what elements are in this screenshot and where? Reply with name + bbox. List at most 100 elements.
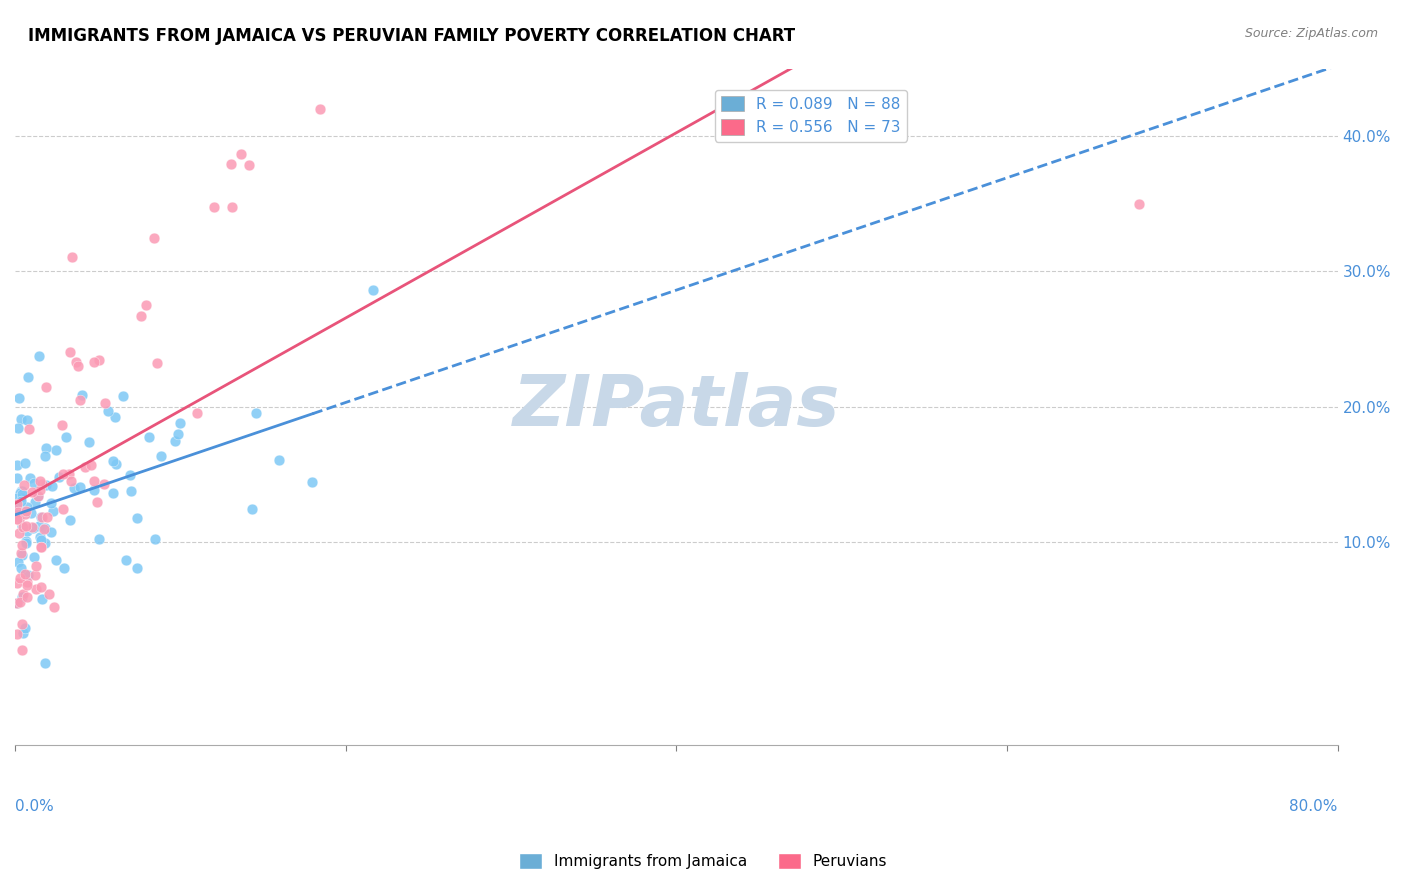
Point	[143, 532, 166, 546]
Point	[97, 404, 120, 418]
Point	[15, 524, 38, 539]
Point	[14, 621, 37, 635]
Point	[267, 453, 290, 467]
Point	[7, 421, 30, 435]
Text: ZIPatlas: ZIPatlas	[513, 372, 839, 441]
Point	[111, 389, 134, 403]
Point	[11, 537, 34, 551]
Text: 0.0%: 0.0%	[15, 798, 53, 814]
Point	[93, 396, 115, 410]
Point	[8, 526, 31, 541]
Text: IMMIGRANTS FROM JAMAICA VS PERUVIAN FAMILY POVERTY CORRELATION CHART: IMMIGRANTS FROM JAMAICA VS PERUVIAN FAMI…	[28, 27, 796, 45]
Point	[6, 596, 28, 610]
Point	[10, 412, 32, 426]
Point	[14, 457, 37, 471]
Point	[103, 410, 125, 425]
Point	[163, 434, 186, 449]
Point	[10, 643, 32, 657]
Point	[35, 380, 58, 394]
Point	[30, 474, 52, 488]
Point	[28, 530, 51, 544]
Point	[30, 541, 52, 555]
Point	[10, 617, 32, 632]
Point	[24, 582, 46, 597]
Point	[48, 470, 70, 484]
Point	[63, 481, 86, 495]
Point	[6, 501, 28, 516]
Point	[10, 546, 32, 560]
Point	[229, 147, 252, 161]
Point	[79, 434, 101, 449]
Point	[6, 596, 28, 610]
Point	[6, 627, 28, 641]
Point	[6, 507, 28, 521]
Point	[59, 474, 82, 488]
Point	[83, 355, 105, 369]
Point	[10, 561, 32, 575]
Point	[28, 483, 51, 497]
Point	[10, 518, 32, 533]
Point	[15, 519, 38, 533]
Point	[8, 595, 31, 609]
Point	[69, 393, 91, 408]
Point	[17, 369, 39, 384]
Point	[44, 599, 66, 614]
Point	[103, 486, 125, 500]
Point	[15, 590, 38, 604]
Point	[11, 591, 34, 605]
Point	[59, 345, 82, 359]
Point	[15, 504, 38, 518]
Point	[238, 158, 260, 172]
Point	[27, 489, 49, 503]
Point	[89, 533, 111, 547]
Point	[103, 454, 125, 468]
Point	[8, 486, 31, 500]
Point	[361, 283, 384, 297]
Point	[10, 490, 32, 504]
Point	[18, 471, 41, 485]
Point	[8, 571, 31, 585]
Point	[7, 555, 30, 569]
Point	[93, 477, 115, 491]
Point	[30, 540, 52, 554]
Point	[120, 483, 142, 498]
Point	[6, 491, 28, 506]
Point	[6, 575, 28, 590]
Point	[39, 496, 62, 510]
Point	[6, 497, 28, 511]
Point	[30, 510, 52, 524]
Point	[11, 625, 34, 640]
Point	[10, 483, 32, 498]
Point	[167, 427, 190, 442]
Point	[127, 511, 149, 525]
Point	[83, 483, 105, 498]
Legend: Immigrants from Jamaica, Peruvians: Immigrants from Jamaica, Peruvians	[513, 847, 893, 875]
Point	[31, 592, 53, 607]
Point	[35, 441, 58, 455]
Point	[221, 200, 243, 214]
Point	[22, 476, 45, 491]
Point	[7, 505, 30, 519]
Point	[125, 561, 148, 575]
Point	[41, 525, 63, 540]
Point	[45, 553, 67, 567]
Point	[69, 480, 91, 494]
Point	[8, 513, 31, 527]
Point	[42, 504, 65, 518]
Point	[30, 533, 52, 547]
Point	[6, 471, 28, 485]
Point	[34, 449, 56, 463]
Point	[221, 157, 243, 171]
Point	[38, 587, 60, 601]
Point	[6, 512, 28, 526]
Point	[28, 519, 51, 533]
Point	[31, 477, 53, 491]
Point	[15, 574, 38, 589]
Point	[10, 494, 32, 508]
Point	[202, 200, 225, 214]
Point	[245, 406, 267, 420]
Point	[59, 513, 82, 527]
Point	[1128, 196, 1150, 211]
Point	[51, 417, 73, 432]
Point	[73, 460, 96, 475]
